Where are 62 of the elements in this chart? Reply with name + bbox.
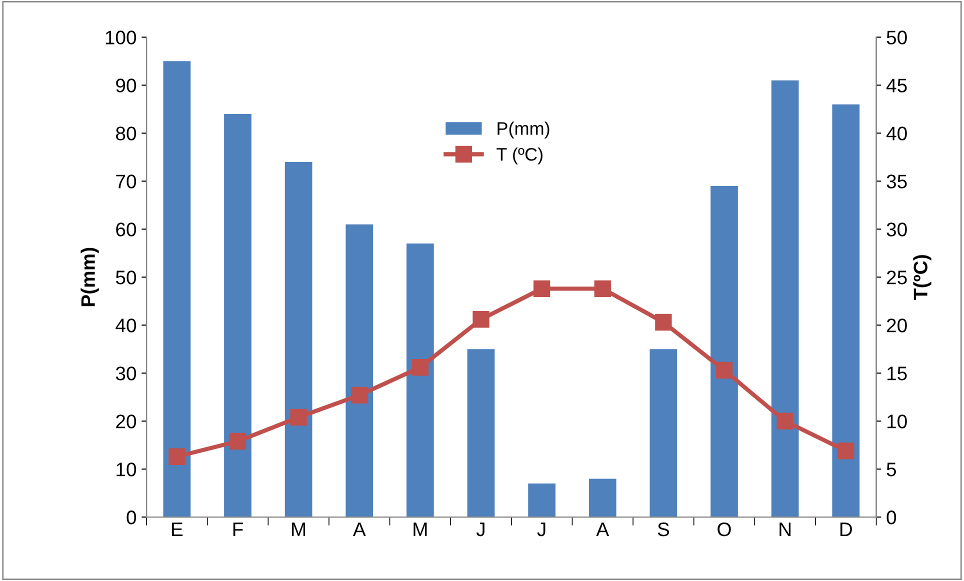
y2-tick-label: 10 [887,414,907,428]
y2-tick-label: 45 [886,78,907,92]
y-tick-label: 0 [126,510,136,524]
x-tick-label: A [596,522,610,536]
y2-tick-label: 25 [886,270,907,284]
bar [163,61,191,518]
y-tick-label: 50 [116,270,136,284]
bar [650,349,678,518]
y-tick-label: 90 [116,78,136,92]
y2-tick-label: 0 [886,510,896,524]
point [229,432,246,450]
bar [832,104,860,518]
x-tick-label: M [414,522,427,536]
y-tick-label: 40 [116,318,136,332]
y2-tick-label: 20 [886,318,907,332]
y2-axis-title: T(ºC) [913,255,932,300]
x-tick-label: N [780,522,790,536]
point [290,408,307,426]
y-tick-label: 10 [116,462,136,476]
x-tick-label: M [292,522,306,536]
bar [346,224,374,518]
bar [284,162,312,518]
x-tick-label: F [233,522,243,536]
x-tick-label: E [172,522,183,536]
point [412,359,429,376]
y-tick-label: 100 [106,30,136,44]
point [472,311,490,328]
x-tick-label: D [840,522,852,536]
bar [771,80,799,518]
y-tick-label: 60 [116,222,136,236]
legend-label: T (ºC) [496,148,542,164]
y2-tick-label: 30 [886,222,907,236]
legend-label: P(mm) [498,122,550,138]
x-tick-label: O [718,522,731,536]
x-tick-label: J [537,522,546,536]
y2-tick-label: 40 [886,126,907,140]
point [655,314,672,331]
bar [710,186,738,518]
x-tick-label: S [658,522,670,536]
y-tick-label: 20 [116,414,136,428]
y-tick-label: 80 [116,126,136,140]
y2-tick-label: 5 [886,462,896,476]
y-axis-title: P(mm) [80,248,99,306]
point [716,362,733,379]
y2-tick-label: 35 [886,174,907,188]
point [594,280,611,297]
y2-tick-label: 50 [886,30,907,44]
bar [406,244,434,518]
point [776,412,794,430]
y-tick-label: 30 [116,366,136,380]
x-tick-label: A [352,522,366,536]
y2-tick-label: 15 [887,366,907,380]
bar [224,114,252,518]
x-tick-label: J [476,522,484,536]
point [168,448,186,465]
bar [528,483,556,518]
bar [467,349,495,518]
point [351,386,368,404]
point [838,442,854,460]
y-tick-label: 70 [116,174,136,188]
bar [588,478,616,518]
point [533,280,550,297]
